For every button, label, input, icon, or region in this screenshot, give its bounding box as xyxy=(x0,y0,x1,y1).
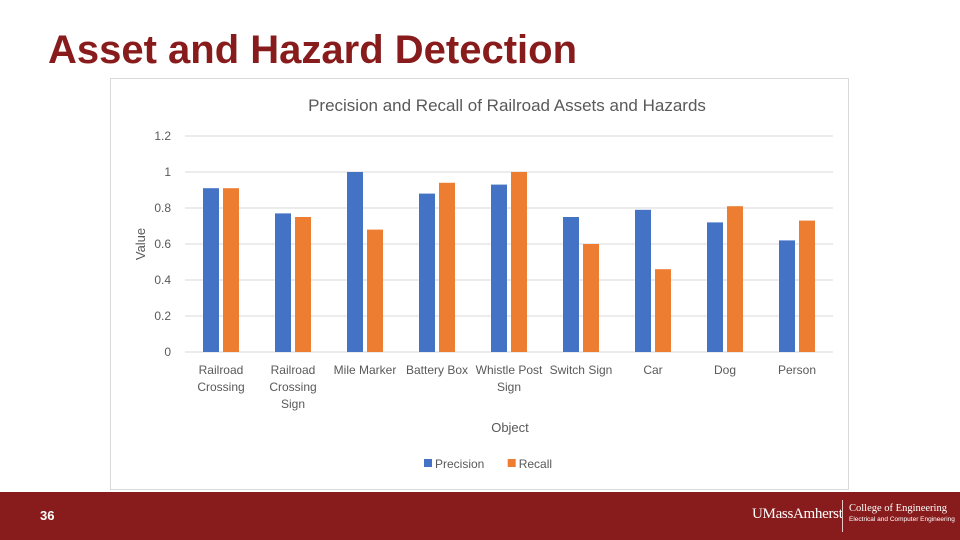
college-logo: College of Engineering Electrical and Co… xyxy=(849,502,955,525)
bar-recall xyxy=(295,217,311,352)
logo-divider xyxy=(842,500,843,532)
bar-precision xyxy=(419,193,435,352)
bar-precision xyxy=(347,172,363,352)
chart-frame: Precision and Recall of Railroad Assets … xyxy=(110,78,849,490)
bar-precision xyxy=(635,209,651,352)
x-tick-label: Railroad xyxy=(271,363,316,377)
x-tick-label: Battery Box xyxy=(406,363,468,377)
page-number: 36 xyxy=(40,508,55,523)
bar-precision xyxy=(275,213,291,352)
chart-title: Precision and Recall of Railroad Assets … xyxy=(308,96,706,115)
bar-recall xyxy=(655,269,671,352)
x-tick-label: Car xyxy=(643,363,662,377)
bar-precision xyxy=(491,184,507,352)
x-tick-label: Whistle Post xyxy=(476,363,543,377)
bar-chart: Precision and Recall of Railroad Assets … xyxy=(133,96,833,471)
x-tick-label: Mile Marker xyxy=(334,363,397,377)
legend-label-recall: Recall xyxy=(519,457,552,471)
college-name: College of Engineering xyxy=(849,503,947,514)
x-tick-label: Railroad xyxy=(199,363,244,377)
y-tick-label: 1 xyxy=(164,165,171,179)
bar-recall xyxy=(799,220,815,352)
x-tick-label: Person xyxy=(778,363,816,377)
bar-recall xyxy=(583,244,599,352)
x-tick-label: Switch Sign xyxy=(550,363,613,377)
legend-label-precision: Precision xyxy=(435,457,484,471)
department-name: Electrical and Computer Engineering xyxy=(849,516,955,523)
x-tick-label: Sign xyxy=(281,397,305,411)
bar-precision xyxy=(707,222,723,352)
y-tick-label: 0 xyxy=(164,345,171,359)
y-tick-label: 0.6 xyxy=(154,237,171,251)
y-tick-label: 1.2 xyxy=(154,129,171,143)
x-tick-label: Crossing xyxy=(269,380,316,394)
x-tick-label: Sign xyxy=(497,380,521,394)
bar-precision xyxy=(203,188,219,352)
bar-precision xyxy=(779,240,795,352)
y-tick-label: 0.8 xyxy=(154,201,171,215)
legend-swatch-recall xyxy=(507,459,516,467)
bar-recall xyxy=(367,229,383,352)
x-tick-label: Crossing xyxy=(197,380,244,394)
bar-recall xyxy=(223,188,239,352)
umass-logo: UMassAmherst xyxy=(752,506,843,522)
x-tick-label: Dog xyxy=(714,363,736,377)
y-tick-label: 0.4 xyxy=(154,273,171,287)
y-tick-label: 0.2 xyxy=(154,309,171,323)
x-axis-label: Object xyxy=(491,420,529,435)
bar-precision xyxy=(563,217,579,352)
slide-title: Asset and Hazard Detection xyxy=(48,28,578,72)
footer-bar: 36 UMassAmherst College of Engineering E… xyxy=(0,492,960,540)
bar-recall xyxy=(439,182,455,352)
bar-recall xyxy=(727,206,743,352)
bar-recall xyxy=(511,172,527,352)
legend-swatch-precision xyxy=(424,459,432,467)
y-axis-label: Value xyxy=(133,228,148,260)
